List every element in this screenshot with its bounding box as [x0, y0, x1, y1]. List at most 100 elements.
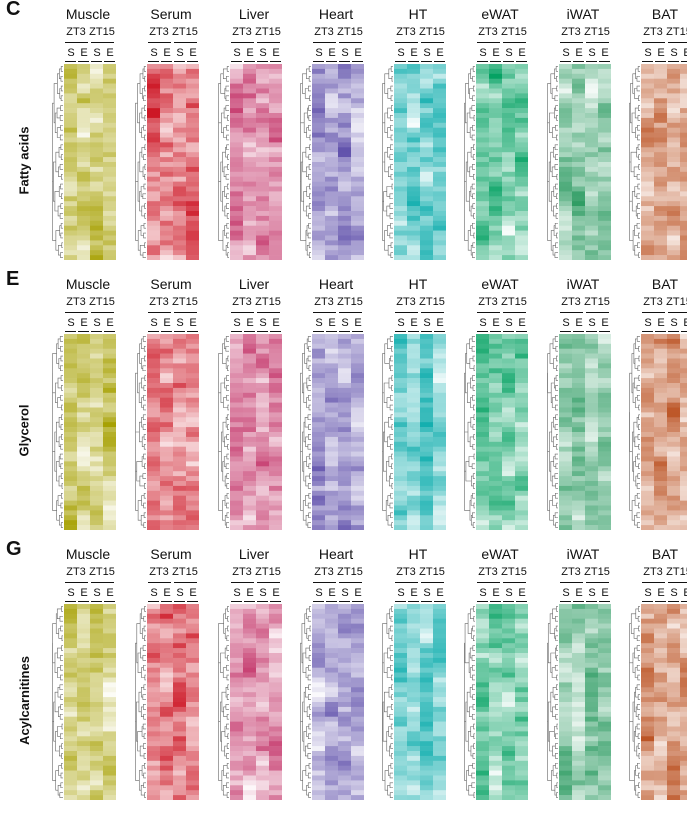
heatmap-cell [103, 692, 116, 698]
heatmap-cell [489, 113, 503, 119]
heatmap-cell [90, 657, 104, 664]
heatmap-cell [572, 604, 586, 610]
heatmap-cell [351, 157, 364, 163]
heatmap-cell [407, 88, 421, 94]
heatmap-cell [641, 731, 655, 737]
heatmap-cell [667, 220, 681, 226]
heatmap-cell [420, 181, 434, 187]
condition-line [408, 331, 419, 332]
heatmap-cell [572, 358, 586, 364]
heatmap-cell [394, 755, 408, 762]
heatmap-cell [186, 220, 199, 226]
heatmap-cell [502, 108, 516, 114]
heatmap-cell [407, 628, 421, 634]
heatmap-cell [103, 402, 116, 408]
heatmap-cell [654, 687, 668, 693]
heatmap-cell [160, 672, 174, 678]
heatmap-cell [90, 746, 104, 752]
heatmap-cell [572, 186, 586, 192]
tissue-block-bat: BATZT3ZT15SESE [629, 0, 687, 270]
zt-group-line [257, 312, 280, 313]
heatmap-cell [338, 225, 352, 231]
zt-label: ZT15 [584, 566, 610, 578]
heatmap-cell [394, 775, 408, 781]
heatmap-cell [515, 623, 528, 629]
heatmap-cell [641, 93, 655, 99]
heatmap-cell [325, 338, 339, 345]
heatmap-cell [147, 667, 161, 673]
heatmap-cell [598, 515, 611, 521]
heatmap-cell [351, 402, 364, 408]
heatmap-cell [173, 790, 187, 796]
heatmap-cell [230, 662, 244, 668]
heatmap-cell [256, 697, 270, 703]
heatmap-cell [230, 500, 244, 506]
heatmap-cell [598, 88, 611, 94]
heatmap-cell [667, 407, 681, 413]
heatmap-cell [325, 113, 339, 119]
heatmap-cell [407, 235, 421, 241]
heatmap-cell [489, 657, 503, 664]
heatmap-cell [394, 795, 408, 800]
condition-line [257, 601, 268, 602]
heatmap-cell [585, 755, 599, 762]
heatmap-cell [312, 122, 326, 128]
heatmap-cell [230, 672, 244, 678]
heatmap-cell [243, 481, 257, 487]
heatmap-cell [351, 643, 364, 649]
heatmap-cell [654, 706, 668, 713]
heatmap-cell [186, 132, 199, 138]
zt-label: ZT15 [255, 566, 281, 578]
heatmap-cell [243, 461, 257, 467]
heatmap-cell [325, 677, 339, 683]
heatmap-cell [394, 623, 408, 629]
heatmap-cell [572, 392, 586, 398]
heatmap-cell [230, 378, 244, 384]
heatmap-cell [186, 736, 199, 742]
heatmap-cell [680, 795, 687, 800]
heatmap-cell [243, 677, 257, 683]
heatmap-cell [667, 623, 681, 629]
heatmap-cell [160, 122, 174, 128]
heatmap-cell [256, 363, 270, 369]
heatmap-cell [77, 721, 91, 727]
heatmap-cell [680, 751, 687, 757]
heatmap-cell [312, 623, 326, 629]
heatmap-cell [394, 368, 408, 374]
heatmap-cell [325, 171, 339, 177]
heatmap-cell [338, 103, 352, 109]
heatmap-cell [641, 648, 655, 654]
heatmap-cell [325, 657, 339, 664]
heatmap-cell [90, 780, 104, 786]
heatmap-cell [476, 407, 490, 413]
heatmap-cell [641, 255, 655, 260]
heatmap-cell [420, 240, 434, 246]
heatmap-cell [654, 731, 668, 737]
heatmap-cell [489, 471, 503, 477]
row-dendrogram [218, 336, 229, 528]
heatmap-cell [667, 392, 681, 398]
condition-line [434, 331, 445, 332]
heatmap-cell [420, 191, 434, 197]
heatmap-cell [269, 383, 282, 389]
heatmap-cell [394, 255, 408, 260]
heatmap-cell [654, 520, 668, 526]
condition-line [573, 601, 584, 602]
heatmap-cell [312, 731, 326, 737]
heatmap-cell [680, 648, 687, 654]
heatmap-cell [338, 343, 352, 349]
heatmap-cell [77, 751, 91, 757]
heatmap-cell [256, 613, 270, 619]
heatmap-cell [186, 98, 199, 104]
heatmap-cell [598, 397, 611, 403]
tissue-name: Heart [318, 276, 354, 292]
heatmap-cell [147, 392, 161, 398]
heatmap-cell [433, 132, 446, 138]
heatmap-cell [680, 736, 687, 742]
heatmap-cell [489, 387, 503, 394]
tissue-block-iwat: iWAT ZT3 ZT15 S E S E [547, 540, 629, 810]
heatmap-cell [230, 181, 244, 187]
heatmap-cell [515, 648, 528, 654]
heatmap-cell [312, 132, 326, 138]
heatmap-cell [103, 432, 116, 438]
